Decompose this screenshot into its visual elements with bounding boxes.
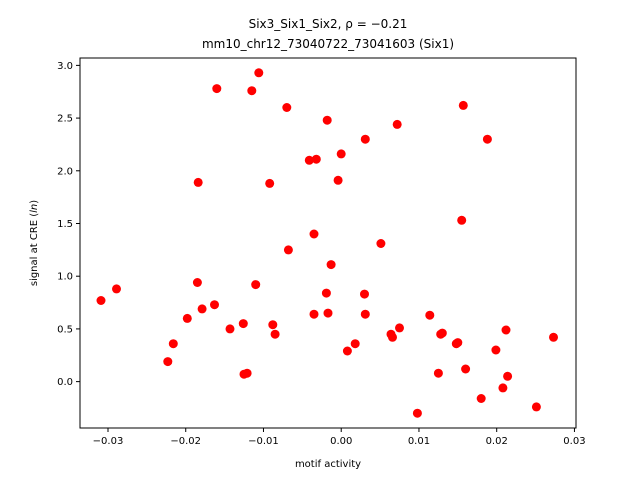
chart-title-line1: Six3_Six1_Six2, ρ = −0.21: [249, 17, 408, 31]
data-point: [498, 383, 508, 393]
data-point: [193, 177, 203, 187]
data-point: [197, 304, 207, 314]
data-point: [482, 134, 492, 144]
data-point: [333, 175, 343, 185]
data-points: [96, 68, 558, 418]
x-tick-label: 0.03: [563, 436, 585, 447]
y-tick-label: 0.5: [57, 324, 73, 335]
data-point: [392, 119, 402, 129]
y-tick-label: 0.0: [57, 377, 73, 388]
x-axis-label: motif activity: [295, 459, 361, 470]
y-tick-label: 2.0: [57, 166, 73, 177]
data-point: [212, 84, 222, 94]
x-tick-label: 0.00: [330, 436, 352, 447]
data-point: [412, 408, 422, 418]
data-point: [265, 178, 275, 188]
data-point: [336, 149, 346, 159]
data-point: [360, 289, 369, 299]
data-point: [238, 319, 248, 329]
data-point: [503, 371, 513, 381]
y-axis-ticks: 0.0 0.5 1.0 1.5 2.0 2.5 3.0: [57, 61, 80, 388]
y-tick-label: 2.5: [57, 114, 73, 125]
data-point: [549, 332, 558, 342]
x-tick-label: 0.02: [486, 436, 508, 447]
data-point: [311, 154, 321, 164]
data-point: [163, 357, 173, 367]
data-point: [476, 394, 486, 403]
data-point: [395, 323, 404, 333]
data-point: [461, 364, 471, 374]
data-point: [282, 103, 292, 112]
chart-title-line2: mm10_chr12_73040722_73041603 (Six1): [202, 37, 454, 51]
data-point: [309, 229, 319, 239]
y-tick-label: 3.0: [57, 61, 73, 72]
data-point: [326, 260, 336, 270]
data-point: [437, 328, 447, 338]
data-point: [304, 155, 314, 165]
data-point: [388, 332, 397, 342]
data-point: [322, 115, 332, 125]
data-point: [360, 309, 370, 319]
data-point: [225, 324, 235, 334]
data-point: [453, 338, 463, 348]
data-point: [457, 215, 467, 225]
y-tick-label: 1.0: [57, 272, 73, 283]
data-point: [251, 280, 261, 290]
data-point: [433, 368, 443, 378]
data-point: [112, 284, 121, 294]
x-tick-label: 0.01: [408, 436, 430, 447]
x-axis-ticks: −0.03 −0.02 −0.01 0.00 0.01 0.02 0.03: [93, 428, 586, 447]
data-point: [182, 313, 192, 323]
data-point: [254, 68, 264, 78]
data-point: [242, 368, 252, 378]
data-point: [360, 134, 370, 144]
y-axis-label: signal at CRE (ln): [29, 200, 40, 286]
y-tick-label: 1.5: [57, 219, 73, 230]
data-point: [268, 320, 278, 330]
data-point: [192, 278, 202, 287]
data-point: [321, 288, 331, 298]
plot-frame: [79, 57, 577, 429]
data-point: [283, 245, 293, 255]
data-point: [323, 308, 333, 318]
data-point: [425, 310, 435, 320]
data-point: [210, 300, 219, 310]
x-tick-label: −0.02: [170, 436, 201, 447]
data-point: [270, 329, 280, 339]
data-point: [458, 100, 468, 110]
data-point: [376, 239, 386, 248]
data-point: [491, 345, 501, 355]
data-point: [247, 86, 257, 96]
data-point: [96, 296, 106, 305]
data-point: [350, 339, 360, 349]
data-point: [531, 402, 541, 412]
data-point: [501, 325, 511, 335]
data-point: [168, 339, 178, 349]
data-point: [309, 309, 319, 319]
data-point: [342, 346, 352, 356]
x-tick-label: −0.01: [248, 436, 279, 447]
x-tick-label: −0.03: [93, 436, 124, 447]
